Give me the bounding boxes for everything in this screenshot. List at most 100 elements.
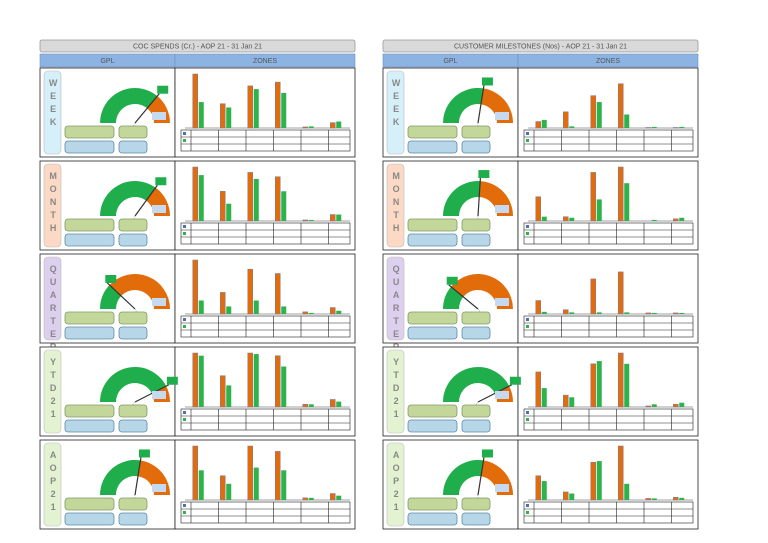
bar [275,273,281,315]
bar [541,481,547,500]
kpi-box [407,419,458,433]
bar [275,81,281,129]
legend-key [183,325,186,328]
bar [590,95,596,129]
gauge-flag [478,170,490,179]
row-label-box [43,256,62,341]
kpi-box [407,140,458,154]
legend-key [526,504,529,507]
bar [651,312,657,314]
gauge-needle [134,384,170,403]
kpi-box [64,218,115,232]
bar [618,166,624,222]
gauge-needle [477,457,485,496]
gauge-green [100,460,141,495]
gauge-flag [157,85,169,94]
bar [198,300,204,314]
gauge-flag [481,449,493,458]
gauge-green [443,181,481,216]
bar [541,311,547,314]
gauge-flag [155,177,167,186]
zone-table [523,408,694,431]
bar [590,461,596,501]
kpi-box [64,140,115,154]
gauge-flag [509,376,521,385]
kpi-box [118,404,148,418]
row-label: QUARTER [391,264,401,355]
bar [220,191,226,222]
bar [247,85,253,129]
bar [220,292,226,315]
bar [275,176,281,222]
bar [275,355,281,408]
bar [330,399,336,408]
gauge-needle [477,384,513,403]
bar [679,217,685,221]
bar [624,483,630,500]
bar [302,126,308,129]
kpi-box [407,218,458,232]
bar [226,483,232,500]
legend-key [526,225,529,228]
bar [336,121,342,128]
row-label-box [43,442,62,527]
legend-key [183,232,186,235]
bar [308,126,314,128]
bar [220,475,226,501]
kpi-box [64,326,115,340]
header-label: ZONES [596,58,620,65]
zone-table [180,408,351,431]
legend-key [183,511,186,514]
kpi-box [64,419,115,433]
bar [651,219,657,221]
bar [336,310,342,314]
bar [679,312,685,314]
legend-key [526,418,529,421]
kpi-box [64,125,115,139]
legend-key [526,511,529,514]
gauge-needle [134,184,158,217]
kpi-box [64,404,115,418]
bar [596,102,602,128]
bar [651,404,657,407]
bar [247,445,253,501]
row-label: AOP21 [391,450,401,515]
kpi-box [64,311,115,325]
row-label-box [43,349,62,434]
kpi-box [64,497,115,511]
kpi-box [461,233,491,247]
legend-key [183,139,186,142]
bar [198,102,204,128]
kpi-box [118,326,148,340]
bar [253,467,259,500]
row-label: WEEK [48,78,58,130]
bar [247,352,253,408]
gauge-green [100,181,156,216]
bar [253,178,259,221]
bar [535,371,541,408]
kpi-box [64,512,115,526]
bar [569,312,575,314]
gauge-needle [477,85,485,124]
bar [673,218,679,222]
gauge-green [443,366,510,402]
gauge-box [495,298,509,306]
bar [302,404,308,408]
bar [563,111,569,129]
bar [596,199,602,221]
bar [569,217,575,221]
bar [679,126,685,128]
gauge-box [152,391,166,399]
bar [330,214,336,222]
bar [220,375,226,408]
kpi-box [461,218,491,232]
header-label: GPL [443,58,457,65]
gauge-green [443,286,464,309]
bar [569,126,575,128]
bar [247,172,253,222]
legend-key [183,318,186,321]
kpi-box [118,233,148,247]
kpi-box [407,125,458,139]
bar [563,394,569,408]
bar [308,312,314,314]
